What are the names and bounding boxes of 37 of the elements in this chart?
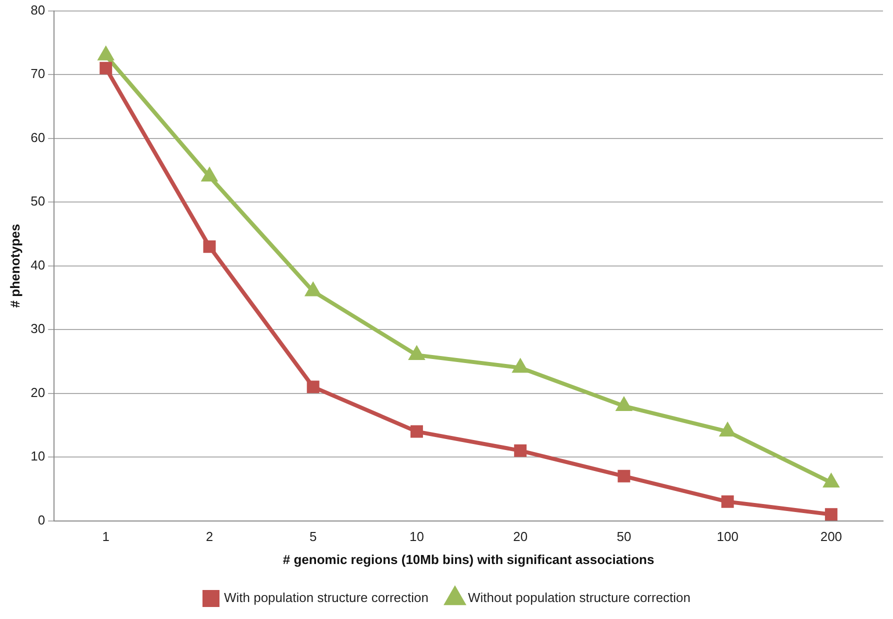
y-tick-label: 60 <box>30 130 46 145</box>
point <box>721 495 734 508</box>
x-tick-label: 100 <box>716 529 738 544</box>
point <box>202 168 217 182</box>
point <box>513 360 528 373</box>
y-tick-label: 40 <box>30 257 46 272</box>
point <box>618 470 630 482</box>
point <box>824 508 838 521</box>
x-tick-label: 5 <box>309 529 317 544</box>
point <box>616 398 632 412</box>
x-axis-title: # genomic regions (10Mb bins) with significant associations <box>282 552 654 567</box>
point <box>306 283 320 296</box>
point <box>203 240 216 253</box>
y-tick-label: 70 <box>30 66 46 82</box>
point <box>514 444 527 457</box>
y-tick-label: 50 <box>30 194 46 209</box>
x-tick-label: 200 <box>820 529 842 544</box>
point <box>824 474 838 488</box>
x-tick-label: 50 <box>616 529 632 544</box>
y-tick-label: 30 <box>30 321 46 336</box>
x-tick-label: 10 <box>409 529 424 544</box>
x-tick-label: 2 <box>206 529 214 544</box>
point <box>720 424 735 437</box>
y-tick-label: 20 <box>30 384 46 400</box>
y-tick-label: 10 <box>30 448 46 464</box>
point <box>98 47 114 60</box>
legend-label: With population structure correction <box>224 590 428 606</box>
point <box>410 347 424 360</box>
legend-label: Without population structure correction <box>468 590 691 606</box>
point <box>410 425 423 438</box>
y-axis-title: # phenotypes <box>7 224 22 308</box>
point <box>100 62 112 74</box>
x-tick-label: 1 <box>102 529 110 544</box>
y-tick-label: 80 <box>30 2 46 18</box>
x-tick-label: 20 <box>513 529 528 544</box>
point <box>306 380 320 394</box>
y-tick-label: 0 <box>38 512 46 528</box>
